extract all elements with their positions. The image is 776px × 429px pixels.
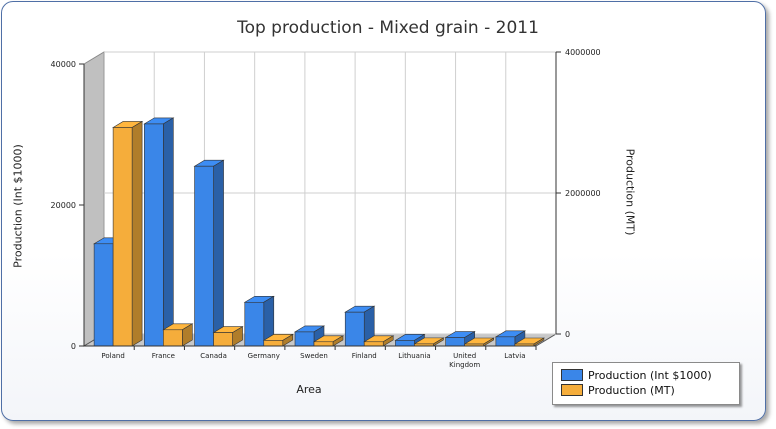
bar-series-1 bbox=[495, 336, 516, 347]
x-axis-tick-label: Canada bbox=[200, 352, 227, 360]
legend-item-series-1: Production (Int $1000) bbox=[561, 368, 712, 382]
legend-item-series-2: Production (MT) bbox=[561, 383, 675, 397]
y-axis-left-tick-label: 40000 bbox=[51, 60, 76, 69]
bar-series-2 bbox=[363, 341, 384, 347]
bar-series-2 bbox=[263, 340, 284, 347]
bar-series-1 bbox=[144, 123, 164, 347]
bar-series-1 bbox=[244, 301, 265, 347]
bar-series-1 bbox=[294, 331, 315, 347]
bar-series-1 bbox=[445, 337, 465, 347]
y-axis-left-tick-label: 0 bbox=[71, 342, 76, 351]
x-axis-label: Area bbox=[296, 383, 322, 396]
bar-series-2-side bbox=[131, 120, 143, 347]
bar-series-1-side bbox=[213, 159, 224, 347]
bar-series-2 bbox=[313, 341, 334, 347]
bar-series-1 bbox=[395, 340, 415, 347]
legend-swatch-series-2 bbox=[561, 384, 583, 396]
x-axis-tick-label: Lithuania bbox=[398, 352, 430, 360]
x-axis-tick-label: Finland bbox=[352, 352, 377, 360]
legend-label-series-2: Production (MT) bbox=[588, 383, 675, 397]
legend-swatch-series-1 bbox=[561, 369, 583, 381]
y-axis-right-tick-label: 2000000 bbox=[565, 189, 601, 198]
x-axis-tick-label: France bbox=[152, 352, 175, 360]
legend: Production (Int $1000) Production (MT) bbox=[552, 362, 740, 405]
chart-title: Top production - Mixed grain - 2011 bbox=[237, 18, 539, 38]
bar-series-1-side bbox=[163, 117, 174, 347]
bar-series-1 bbox=[194, 165, 214, 347]
y-axis-left-tick-label: 20000 bbox=[51, 201, 76, 210]
bar-series-1 bbox=[93, 243, 114, 347]
x-axis-tick-label: United Kingdom bbox=[449, 352, 480, 369]
legend-label-series-1: Production (Int $1000) bbox=[588, 368, 712, 382]
y-axis-right-tick-label: 0 bbox=[565, 330, 570, 339]
x-axis-tick-label: Sweden bbox=[300, 352, 328, 360]
bar-series-2 bbox=[112, 127, 133, 347]
x-axis-tick-label: Latvia bbox=[504, 352, 525, 360]
bar-series-2 bbox=[213, 332, 233, 347]
bar-series-2 bbox=[163, 329, 183, 347]
bar-series-1 bbox=[344, 311, 365, 347]
x-axis-tick-label: Germany bbox=[248, 352, 280, 360]
y-axis-right-tick-label: 4000000 bbox=[565, 48, 601, 57]
x-axis-tick-label: Poland bbox=[101, 352, 124, 360]
